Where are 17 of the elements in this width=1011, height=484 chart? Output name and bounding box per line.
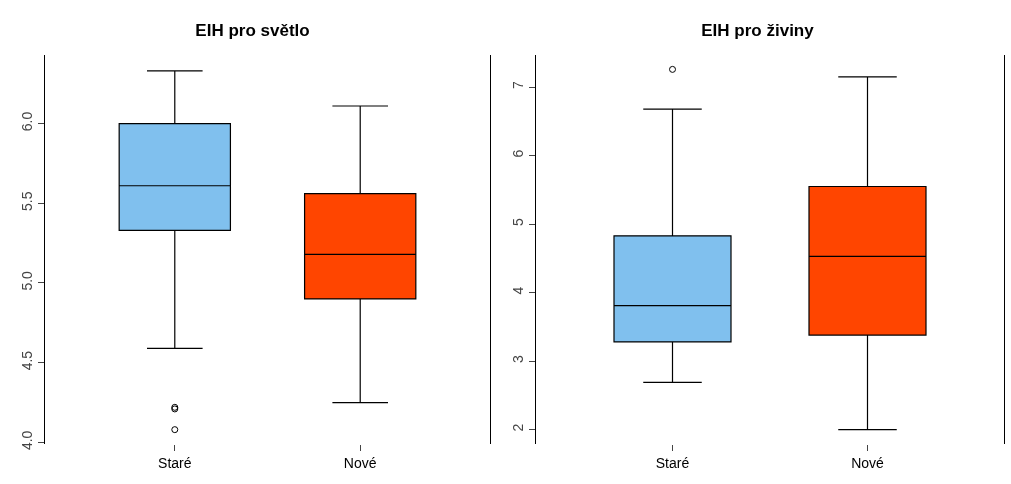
- x-tick-label: Staré: [158, 454, 192, 471]
- y-tick-label: 6: [510, 149, 527, 158]
- y-tick-label: 5: [510, 217, 527, 226]
- y-tick-label: 2: [510, 423, 527, 432]
- y-tick-label: 5.0: [19, 270, 36, 291]
- y-tick-label: 5.5: [19, 191, 36, 211]
- y-tick-label: 4: [510, 286, 527, 295]
- y-tick-label: 3: [510, 354, 527, 363]
- chart-title: EIH pro světlo: [195, 21, 310, 41]
- y-tick-label: 4.5: [19, 350, 36, 371]
- x-tick-label: Nové: [343, 454, 377, 471]
- x-tick-label: Nové: [851, 454, 885, 471]
- x-tick-label: Staré: [655, 454, 690, 471]
- y-tick-label: 6.0: [19, 111, 36, 132]
- y-tick-label: 7: [510, 80, 527, 89]
- chart-title: EIH pro živiny: [701, 21, 815, 41]
- y-tick-label: 4.0: [19, 430, 36, 451]
